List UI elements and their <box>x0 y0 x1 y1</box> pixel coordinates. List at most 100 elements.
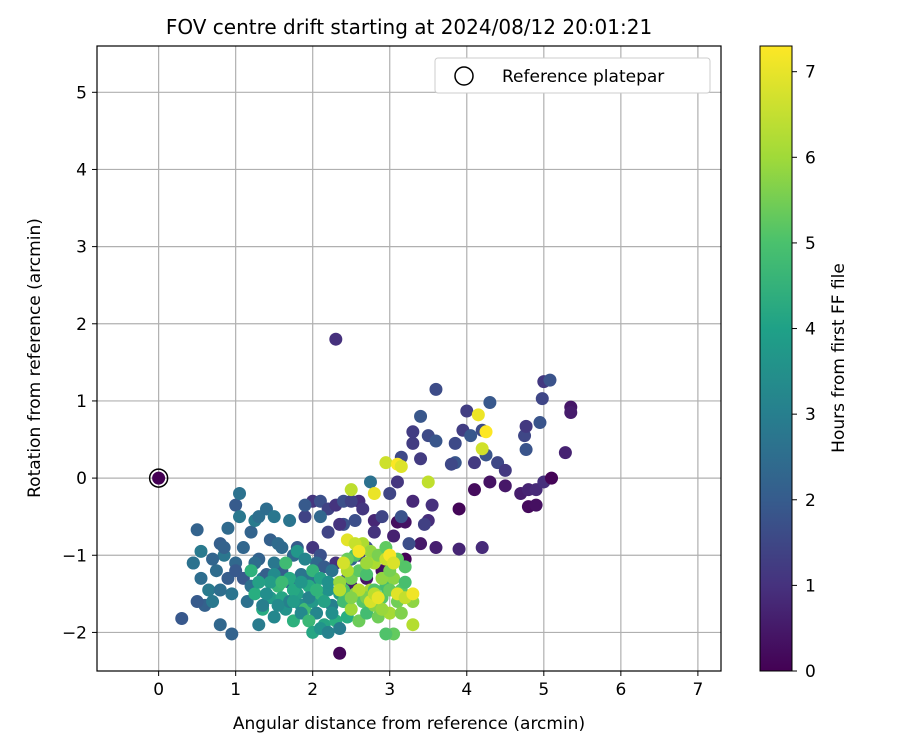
data-point <box>275 575 289 589</box>
data-point <box>394 606 408 620</box>
data-point <box>414 409 428 423</box>
data-point <box>275 541 289 555</box>
data-point <box>267 610 281 624</box>
data-point <box>452 542 466 556</box>
data-point <box>252 575 266 589</box>
data-point <box>471 408 485 422</box>
data-point <box>286 595 300 609</box>
data-point <box>543 373 557 387</box>
data-point <box>298 498 312 512</box>
data-point <box>360 556 374 570</box>
data-point <box>444 457 458 471</box>
x-axis: 0 1 2 3 4 5 6 7 <box>153 671 703 700</box>
x-tick-label: 2 <box>307 680 318 700</box>
colorbar-tick-label: 6 <box>805 148 816 168</box>
data-point <box>398 575 412 589</box>
y-tick-label: 5 <box>76 83 87 103</box>
data-point <box>229 564 243 578</box>
x-tick-label: 0 <box>153 680 164 700</box>
data-point <box>325 606 339 620</box>
data-point <box>348 514 362 528</box>
data-point <box>498 463 512 477</box>
legend-marker-icon <box>454 66 474 86</box>
colorbar-ticks: 0 1 2 3 4 5 6 7 <box>792 63 816 682</box>
colorbar-gradient <box>759 45 793 672</box>
data-point <box>321 575 335 589</box>
data-point <box>244 564 258 578</box>
x-tick-label: 4 <box>461 680 472 700</box>
data-point <box>279 556 293 570</box>
data-point <box>206 552 220 566</box>
data-point <box>244 525 258 539</box>
data-point <box>267 556 281 570</box>
chart-title: FOV centre drift starting at 2024/08/12 … <box>166 15 652 39</box>
x-tick-label: 5 <box>538 680 549 700</box>
grid-lines <box>97 46 721 671</box>
data-point <box>298 510 312 524</box>
data-point <box>394 460 408 474</box>
data-point <box>406 618 420 632</box>
y-tick-label: 0 <box>76 469 87 489</box>
data-point <box>406 494 420 508</box>
data-point <box>283 514 297 528</box>
data-point <box>529 498 543 512</box>
data-point <box>414 452 428 466</box>
data-point <box>333 622 347 636</box>
data-point <box>194 544 208 558</box>
data-points <box>152 332 578 660</box>
data-point <box>221 521 235 535</box>
data-point <box>298 552 312 566</box>
data-point <box>233 487 247 501</box>
data-point <box>333 583 347 597</box>
data-point <box>337 556 351 570</box>
data-point <box>464 429 478 443</box>
data-point <box>225 627 239 641</box>
data-point <box>190 523 204 537</box>
reference-platepar-marker <box>148 468 169 488</box>
data-point <box>383 487 397 501</box>
data-point <box>352 544 366 558</box>
data-point <box>217 541 231 555</box>
data-point <box>414 537 428 551</box>
reference-marker <box>148 468 169 488</box>
data-point <box>229 498 243 512</box>
data-point <box>390 475 404 489</box>
data-point <box>225 587 239 601</box>
data-point <box>429 382 443 396</box>
y-tick-label: 3 <box>76 238 87 258</box>
data-point <box>429 434 443 448</box>
colorbar-tick-label: 2 <box>805 491 816 511</box>
y-axis-label: Rotation from reference (arcmin) <box>25 218 45 498</box>
data-point <box>398 560 412 574</box>
data-point <box>344 483 358 497</box>
data-point <box>367 525 381 539</box>
data-point <box>259 587 273 601</box>
data-point <box>302 614 316 628</box>
data-point <box>356 502 370 516</box>
data-point <box>190 595 204 609</box>
data-point <box>363 475 377 489</box>
data-point <box>519 419 533 433</box>
data-point <box>333 517 347 531</box>
data-point <box>498 479 512 493</box>
data-point <box>310 583 324 597</box>
x-axis-label: Angular distance from reference (arcmin) <box>233 714 585 734</box>
data-point <box>202 583 216 597</box>
colorbar-tick-label: 4 <box>805 320 816 340</box>
data-point <box>519 443 533 457</box>
data-point <box>406 587 420 601</box>
data-point <box>394 510 408 524</box>
colorbar-tick-label: 7 <box>805 63 816 83</box>
colorbar-tick-label: 1 <box>805 576 816 596</box>
y-tick-label: −2 <box>62 623 87 643</box>
data-point <box>379 456 393 470</box>
data-point <box>452 502 466 516</box>
data-point <box>317 595 331 609</box>
data-point <box>467 483 481 497</box>
data-point <box>344 602 358 616</box>
data-point <box>194 571 208 585</box>
data-point <box>425 498 439 512</box>
y-tick-label: 4 <box>76 160 87 180</box>
legend: Reference platepar <box>434 57 711 94</box>
